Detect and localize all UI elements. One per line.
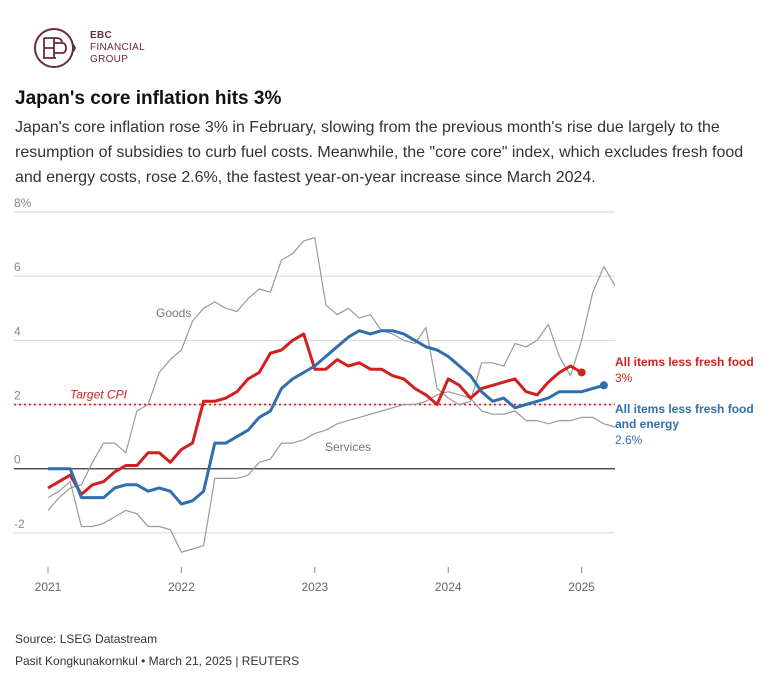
brand-line-2: FINANCIAL: [90, 42, 145, 53]
x-tick-label: 2022: [168, 580, 195, 594]
credit-line: Pasit Kongkunakornkul • March 21, 2025 |…: [15, 654, 300, 668]
y-tick-label: 2: [14, 389, 21, 403]
x-tick-label: 2025: [568, 580, 595, 594]
series-line-goods: [47, 237, 616, 511]
series-line-services: [47, 391, 616, 553]
x-tick-label: 2023: [301, 580, 328, 594]
page-subtitle: Japan's core inflation rose 3% in Februa…: [15, 119, 744, 186]
services-label: Services: [325, 440, 371, 454]
brand-wordmark: EBC FINANCIAL GROUP: [90, 30, 145, 66]
y-tick-label: 8%: [14, 196, 32, 210]
page-title: Japan's core inflation hits 3%: [15, 88, 282, 109]
goods-label: Goods: [156, 306, 191, 320]
core-core-series-value: 2.6%: [615, 433, 643, 447]
core-series-value: 3%: [615, 371, 633, 385]
core-series-label: All items less fresh food: [615, 355, 754, 369]
brand-logo: [32, 24, 182, 72]
source-note: Source: LSEG Datastream: [15, 632, 158, 646]
y-tick-label: -2: [14, 517, 25, 531]
series-line-all-items-less-fresh-food: [47, 332, 583, 496]
y-tick-label: 0: [14, 453, 21, 467]
brand-line-1: EBC: [90, 30, 113, 41]
x-tick-label: 2024: [435, 580, 462, 594]
x-tick-label: 2021: [35, 580, 62, 594]
target-cpi-label: Target CPI: [70, 388, 128, 402]
brand-monogram-icon: [34, 28, 76, 68]
series-end-dot: [577, 368, 586, 377]
y-tick-label: 4: [14, 324, 21, 338]
brand-line-3: GROUP: [90, 54, 129, 65]
series-line-all-items-less-fresh-food-and-energy: [48, 329, 605, 506]
series-end-dot: [599, 381, 608, 390]
inflation-line-chart: 8% 6 4 2 0 -2 2021 2022 2023 2024 2025 Target CPI Go…: [14, 196, 754, 594]
core-core-series-label: All items less fresh food and energy: [615, 402, 754, 431]
y-tick-label: 6: [14, 260, 21, 274]
